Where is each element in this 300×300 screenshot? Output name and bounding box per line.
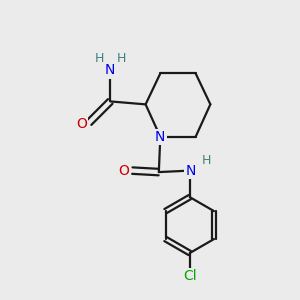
- Text: N: N: [155, 130, 166, 144]
- Text: N: N: [105, 64, 116, 77]
- Text: O: O: [76, 117, 87, 131]
- Text: Cl: Cl: [183, 269, 196, 283]
- Text: N: N: [185, 164, 196, 178]
- Text: H: H: [94, 52, 104, 65]
- Text: H: H: [202, 154, 212, 167]
- Text: H: H: [117, 52, 126, 65]
- Text: O: O: [119, 164, 130, 178]
